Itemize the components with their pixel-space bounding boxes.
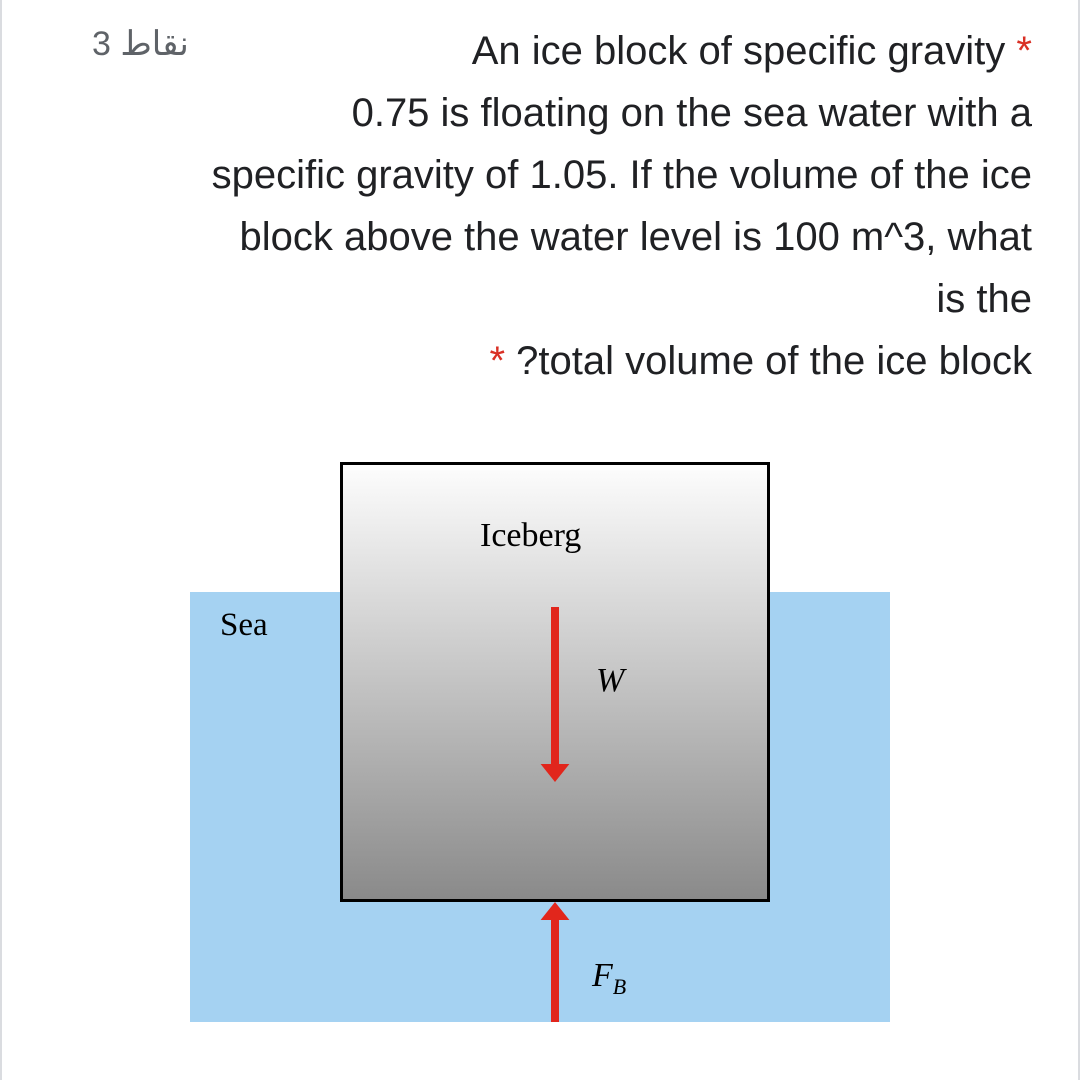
- question-line1: An ice block of specific gravity: [472, 29, 1006, 73]
- question-text: An ice block of specific gravity * 0.75 …: [209, 20, 1038, 392]
- question-header: An ice block of specific gravity * 0.75 …: [42, 20, 1038, 392]
- required-marker-top: *: [1016, 29, 1032, 73]
- question-card: An ice block of specific gravity * 0.75 …: [0, 0, 1080, 1080]
- required-marker-bottom: *: [489, 339, 505, 383]
- buoyancy-diagram: Sea Iceberg W FB: [190, 462, 890, 1022]
- question-last: ?total volume of the ice block: [516, 339, 1032, 383]
- buoyancy-label: FB: [592, 957, 626, 1000]
- diagram-wrap: Sea Iceberg W FB: [42, 462, 1038, 1022]
- buoyancy-arrow: [190, 462, 890, 1022]
- buoyancy-subscript: B: [613, 974, 626, 999]
- question-rest: 0.75 is floating on the sea water with a…: [212, 91, 1032, 321]
- buoyancy-symbol: F: [592, 957, 613, 994]
- points-label: 3 نقاط: [42, 20, 189, 64]
- weight-label: W: [596, 662, 624, 700]
